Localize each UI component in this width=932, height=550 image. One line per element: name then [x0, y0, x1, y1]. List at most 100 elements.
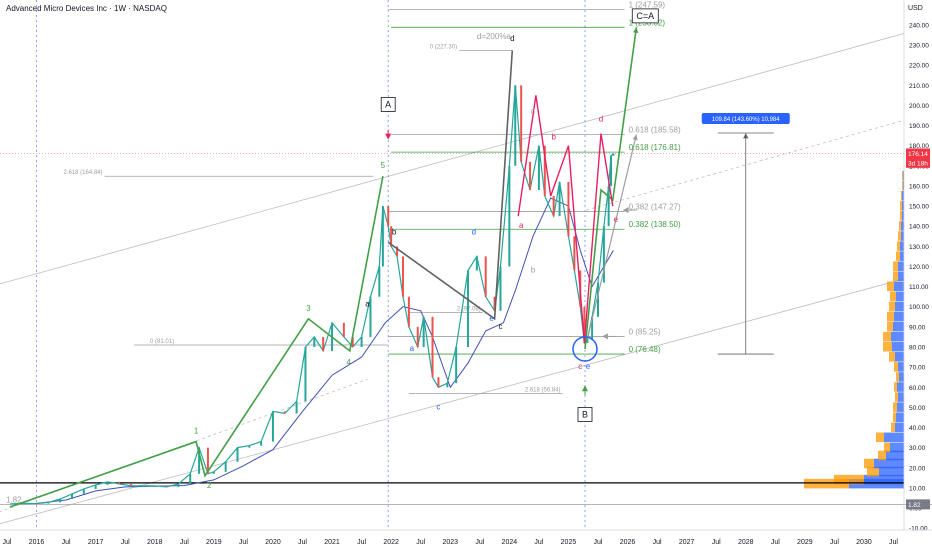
price-candle-16 [198, 447, 201, 474]
y-tick-label: 160.00 [909, 183, 929, 190]
price-candle-3 [47, 502, 50, 504]
level-label-2: 0 (227.30) [430, 44, 457, 50]
y-tick-label: 220.00 [909, 63, 929, 70]
x-tick-label: 2016 [29, 539, 45, 546]
channel-line-1 [0, 33, 904, 285]
price-candle-18 [212, 471, 215, 474]
y-tick-label: 110.00 [909, 284, 929, 291]
volume-bar-down-31 [903, 180, 904, 191]
wave-bc-path [584, 27, 638, 350]
boxed-label-A: A [385, 99, 391, 109]
y-tick-label: 180.00 [909, 143, 929, 150]
y-tick-label: 130.00 [909, 244, 929, 251]
y-tick-label: 60.00 [909, 385, 926, 392]
price-candle-10 [130, 483, 133, 486]
price-candle-25 [295, 401, 298, 414]
volume-bar-down-16 [891, 331, 904, 342]
volume-bar-down-15 [892, 341, 904, 352]
currency-label: USD [908, 5, 923, 12]
level-label-10: 0 (81.01) [150, 339, 174, 345]
x-tick-label: Jul [712, 539, 721, 546]
price-candle-7 [94, 484, 97, 489]
level-label-3: 0.618 (185.58) [629, 125, 681, 134]
price-candle-43 [431, 316, 434, 378]
x-tick-label: Jul [62, 539, 71, 546]
level-label-9: 0 (85.25) [629, 327, 661, 336]
arrow-down-0 [385, 133, 392, 140]
volume-bar-up-22 [893, 271, 898, 282]
wave-label-a-5: a [365, 300, 370, 309]
projection-path [586, 134, 637, 340]
wave-label-d-8: d [510, 34, 514, 43]
abc-correction-path [387, 50, 514, 321]
volume-bar-down-19 [895, 301, 904, 312]
wave-label-1-0: 1 [194, 427, 199, 436]
price-candle-1 [23, 503, 26, 505]
volume-bar-up-30 [901, 190, 902, 201]
x-tick-label: Jul [475, 539, 484, 546]
volume-bar-down-1 [864, 474, 904, 485]
price-candle-65 [591, 316, 594, 339]
price-candle-66 [597, 282, 599, 317]
volume-bar-up-24 [896, 251, 900, 261]
volume-bar-down-12 [899, 372, 904, 382]
price-candle-6 [82, 488, 85, 494]
wave-label-a-16: a [519, 221, 524, 230]
price-candle-45 [446, 383, 449, 388]
wave-label-c-17: c [578, 362, 582, 371]
price-candle-61 [573, 236, 576, 271]
x-tick-label: Jul [771, 539, 780, 546]
price-label-0: 176.14 [908, 151, 928, 158]
volume-bar-up-5 [884, 442, 890, 453]
volume-bar-up-29 [900, 201, 902, 211]
x-tick-label: Jul [239, 539, 248, 546]
projection-arrowhead [632, 134, 638, 141]
y-tick-label: 200.00 [909, 103, 929, 110]
price-candle-24 [283, 411, 286, 414]
volume-bar-down-22 [898, 271, 904, 282]
price-candle-17 [206, 447, 209, 474]
volume-bar-up-31 [902, 180, 903, 191]
y-tick-label: -10.00 [909, 526, 928, 533]
boxed-label-box-2 [631, 8, 659, 24]
level-label-4: 0.618 (176.81) [629, 143, 681, 152]
volume-bar-down-14 [895, 352, 904, 362]
level-label-6: 0.382 (147.27) [629, 203, 681, 212]
x-tick-label: 2022 [383, 539, 399, 546]
x-tick-label: Jul [298, 539, 307, 546]
price-candle-38 [396, 246, 399, 257]
price-candle-40 [407, 296, 410, 327]
level-label-12: 2.618 (56.84) [525, 388, 561, 394]
boxed-label-C=A: C=A [636, 11, 654, 21]
price-candle-48 [475, 256, 478, 271]
volume-bar-up-14 [889, 352, 895, 362]
price-candle-19 [224, 461, 227, 472]
y-tick-label: 240.00 [909, 22, 929, 29]
volume-bar-up-15 [883, 341, 892, 352]
measure-label: 109.84 (143.60%) 10,984 [712, 117, 780, 123]
volume-bar-down-28 [902, 211, 904, 221]
y-tick-label: 30.00 [909, 445, 926, 452]
wave-label-3-2: 3 [306, 304, 311, 313]
volume-bar-up-9 [893, 402, 897, 412]
x-tick-label: 2027 [679, 539, 695, 546]
volume-bar-down-20 [896, 291, 904, 302]
volume-bar-down-11 [897, 382, 904, 392]
arrow-left-3 [601, 333, 608, 340]
price-candle-5 [71, 493, 74, 499]
x-tick-label: Jul [180, 539, 189, 546]
ratio-label: d=200%a [477, 32, 512, 41]
price-candle-23 [271, 411, 274, 442]
volume-bar-up-11 [894, 382, 897, 392]
volume-bar-up-32 [902, 170, 903, 181]
channel-line-2 [0, 378, 368, 512]
price-candle-64 [586, 338, 589, 343]
price-candle-50 [493, 296, 496, 311]
price-candle-52 [508, 165, 511, 267]
wave-label-a-9: a [410, 344, 415, 353]
wave-label-d-19: d [599, 115, 603, 124]
price-candle-53 [514, 85, 517, 166]
x-tick-label: 2029 [797, 539, 813, 546]
